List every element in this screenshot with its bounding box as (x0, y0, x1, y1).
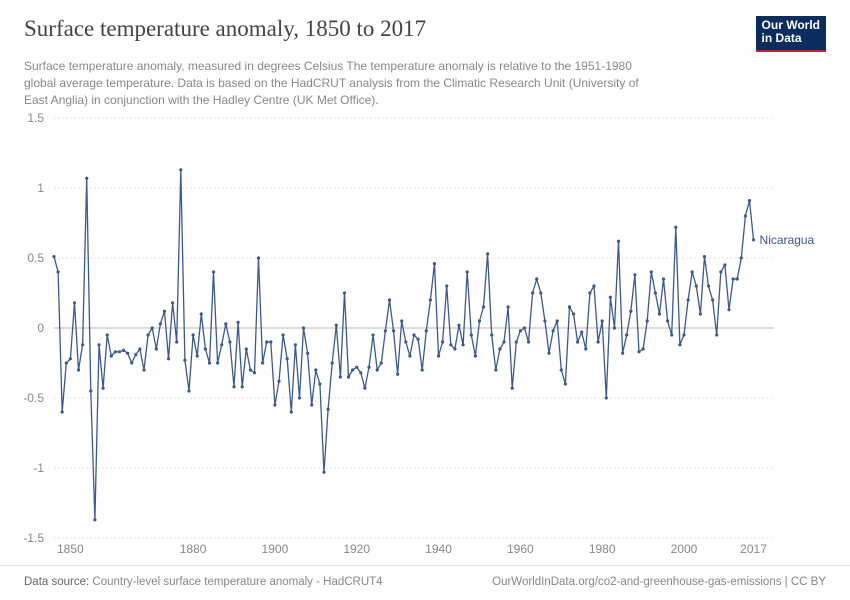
title-row: Surface temperature anomaly, 1850 to 201… (24, 16, 826, 52)
chart-svg (54, 118, 774, 538)
y-tick-label: -0.5 (4, 391, 44, 405)
x-tick-label: 1880 (180, 542, 207, 556)
y-tick-label: -1.5 (4, 531, 44, 545)
x-tick-label: 1960 (507, 542, 534, 556)
x-tick-label: 1920 (343, 542, 370, 556)
y-tick-label: 0 (4, 321, 44, 335)
x-tick-label: 2017 (740, 542, 767, 556)
chart-title: Surface temperature anomaly, 1850 to 201… (24, 16, 426, 42)
source-label: Data source: (24, 576, 89, 588)
chart-header: Surface temperature anomaly, 1850 to 201… (0, 0, 850, 109)
x-tick-label: 1850 (57, 542, 84, 556)
chart-plot-area: -1.5-1-0.500.511.51850188019001920194019… (54, 118, 774, 538)
x-tick-label: 1940 (425, 542, 452, 556)
source-text: Country-level surface temperature anomal… (92, 576, 382, 588)
footer-source: Data source: Country-level surface tempe… (24, 576, 383, 588)
x-tick-label: 1980 (589, 542, 616, 556)
owid-logo: Our World in Data (756, 16, 826, 52)
footer-link: OurWorldInData.org/co2-and-greenhouse-ga… (492, 576, 826, 588)
x-tick-label: 2000 (671, 542, 698, 556)
chart-subtitle: Surface temperature anomaly, measured in… (24, 58, 664, 108)
y-tick-label: 0.5 (4, 251, 44, 265)
series-label: Nicaragua (760, 233, 815, 247)
chart-footer: Data source: Country-level surface tempe… (0, 565, 850, 600)
y-tick-label: -1 (4, 461, 44, 475)
y-tick-label: 1 (4, 181, 44, 195)
y-tick-label: 1.5 (4, 111, 44, 125)
x-tick-label: 1900 (262, 542, 289, 556)
